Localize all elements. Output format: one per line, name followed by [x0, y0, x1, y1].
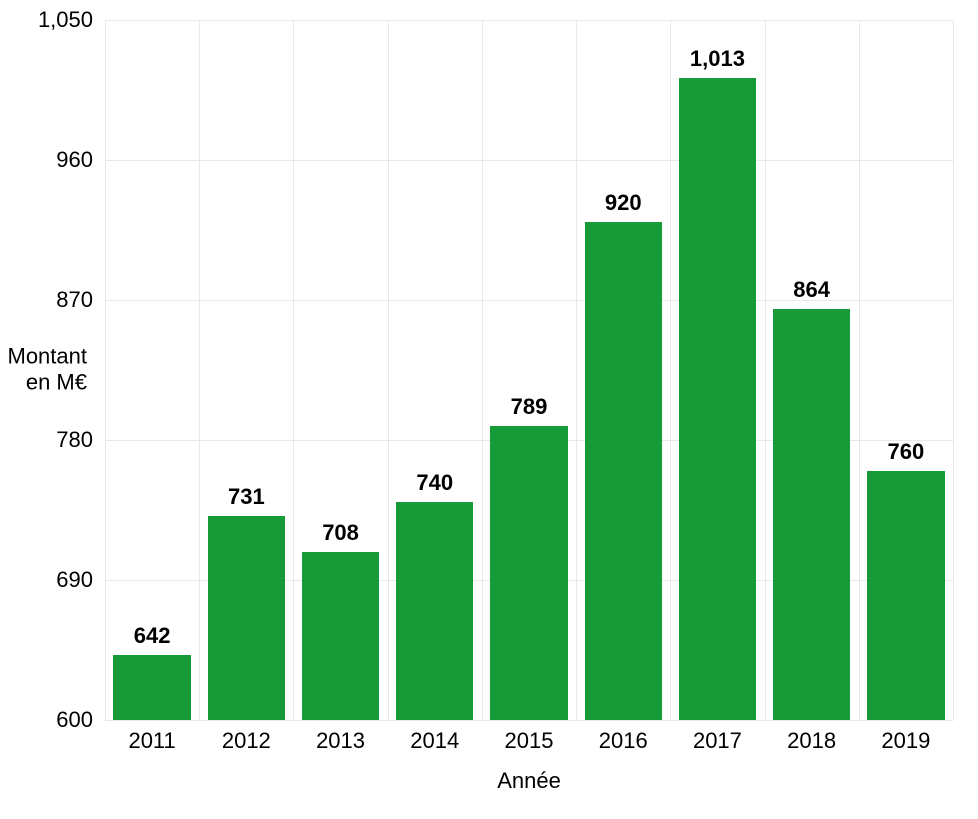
gridline: [859, 20, 860, 720]
gridline: [765, 20, 766, 720]
bar: [396, 502, 473, 720]
chart-container: 600 690 780 870 960 1,050 Montant en M€ Année…: [0, 0, 978, 819]
bar-value-label: 760: [888, 439, 925, 465]
bar-value-label: 1,013: [690, 46, 745, 72]
y-tick-label: 690: [0, 567, 93, 593]
bar: [490, 426, 567, 720]
bar: [679, 78, 756, 720]
gridline: [105, 20, 106, 720]
bar: [302, 552, 379, 720]
bar-value-label: 731: [228, 484, 265, 510]
gridline: [576, 20, 577, 720]
x-axis-title: Année: [497, 768, 561, 794]
bar-value-label: 740: [416, 470, 453, 496]
x-tick-label: 2018: [787, 728, 836, 754]
gridline: [105, 160, 953, 161]
x-tick-label: 2015: [505, 728, 554, 754]
bar-value-label: 864: [793, 277, 830, 303]
bar-value-label: 789: [511, 394, 548, 420]
y-tick-label: 1,050: [0, 7, 93, 33]
bar-value-label: 642: [134, 623, 171, 649]
gridline: [670, 20, 671, 720]
gridline: [482, 20, 483, 720]
bar: [867, 471, 944, 720]
y-tick-label: 600: [0, 707, 93, 733]
gridline: [199, 20, 200, 720]
bar-value-label: 708: [322, 520, 359, 546]
gridline: [388, 20, 389, 720]
bar: [113, 655, 190, 720]
x-tick-label: 2012: [222, 728, 271, 754]
x-tick-label: 2013: [316, 728, 365, 754]
x-tick-label: 2019: [881, 728, 930, 754]
gridline: [105, 720, 953, 721]
bar: [585, 222, 662, 720]
gridline: [953, 20, 954, 720]
y-tick-label: 780: [0, 427, 93, 453]
y-axis-title: Montant en M€: [0, 344, 87, 397]
x-tick-label: 2017: [693, 728, 742, 754]
x-tick-label: 2016: [599, 728, 648, 754]
x-tick-label: 2011: [128, 728, 175, 754]
y-tick-label: 960: [0, 147, 93, 173]
gridline: [105, 20, 953, 21]
bar-value-label: 920: [605, 190, 642, 216]
bar: [208, 516, 285, 720]
bar: [773, 309, 850, 720]
y-tick-label: 870: [0, 287, 93, 313]
gridline: [293, 20, 294, 720]
x-tick-label: 2014: [410, 728, 459, 754]
